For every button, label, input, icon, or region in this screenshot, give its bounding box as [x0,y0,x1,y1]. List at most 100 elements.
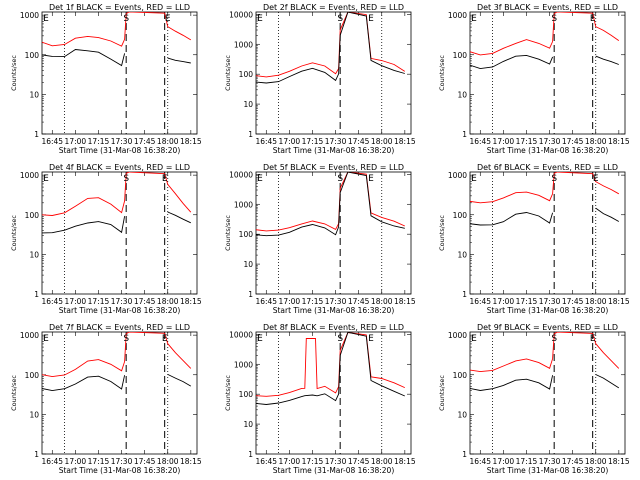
y-tick-label: 1 [34,290,39,299]
marker-label: S [337,334,343,344]
series-line-lld [470,12,620,56]
series-line-lld [42,332,192,378]
x-tick-label: 17:45 [562,297,584,306]
y-tick-label: 10 [457,410,467,419]
y-tick-label: 10000 [229,10,253,19]
x-tick-label: 17:00 [493,457,515,466]
series-line-events [470,54,619,70]
x-tick-label: 17:00 [65,137,87,146]
chart-title: Det 6f BLACK = Events, RED = LLD [477,163,618,172]
x-tick-label: 17:45 [134,457,156,466]
x-tick-label: 17:45 [348,137,370,146]
y-axis-label: Counts/sec [224,55,232,91]
series-line-lld [42,172,192,216]
x-tick-label: 18:15 [394,137,416,146]
x-tick-label: 18:00 [371,457,393,466]
plot-frame [469,171,626,295]
series-line-lld [256,12,406,78]
x-tick-label: 17:15 [302,137,324,146]
y-tick-label: 10000 [229,170,253,179]
series-line-events [42,373,192,392]
y-tick-label: 10 [243,260,253,269]
y-tick-label: 10 [457,90,467,99]
x-tick-label: 17:30 [111,457,133,466]
plot-frame [255,171,412,295]
x-tick-label: 17:15 [516,457,538,466]
marker-label: E [165,14,171,24]
y-tick-label: 1000 [448,171,467,180]
y-axis-label: Counts/sec [10,215,18,251]
x-tick-label: 18:00 [371,137,393,146]
y-axis-label: Counts/sec [10,375,18,411]
y-tick-label: 10 [243,420,253,429]
marker-label: E [368,334,374,344]
x-tick-label: 18:00 [585,297,607,306]
plot-frame [255,331,412,455]
x-tick-label: 18:15 [394,297,416,306]
series-line-lld [42,12,192,47]
y-tick-label: 1 [462,450,467,459]
marker-label: E [43,174,49,184]
marker-label: E [257,14,263,24]
marker-label: E [257,174,263,184]
marker-label: E [590,14,596,24]
chart-panel: Det 8f BLACK = Events, RED = LLD 1 10 100 10… [224,323,416,475]
x-tick-label: 17:30 [111,297,133,306]
series-line-lld [470,172,620,204]
x-tick-label: 18:15 [608,297,630,306]
y-axis-label: Counts/sec [224,375,232,411]
y-axis-label: Counts/sec [10,55,18,91]
x-axis-label: Start Time (31-Mar-08 16:38:20) [273,466,395,475]
marker-label: E [471,174,477,184]
chart-panel: Det 7f BLACK = Events, RED = LLD 1 10 100 10… [10,323,202,475]
x-tick-label: 17:15 [302,457,324,466]
y-tick-label: 100 [453,371,468,380]
plot-frame [469,331,626,455]
series-line-events [256,332,405,405]
x-tick-label: 17:45 [562,137,584,146]
x-tick-label: 18:15 [394,457,416,466]
y-tick-label: 100 [25,371,40,380]
y-axis-label: Counts/sec [224,215,232,251]
x-tick-label: 17:15 [88,297,110,306]
x-axis-label: Start Time (31-Mar-08 16:38:20) [273,306,395,315]
marker-label: S [123,14,129,24]
x-tick-label: 17:15 [516,137,538,146]
x-tick-label: 18:00 [157,137,179,146]
y-axis-label: Counts/sec [438,55,446,91]
series-line-lld [256,332,405,397]
x-axis-label: Start Time (31-Mar-08 16:38:20) [487,306,609,315]
chart-panel: Det 2f BLACK = Events, RED = LLD 1 10 100 10… [224,3,416,155]
plot-frame [41,11,198,135]
chart-title: Det 1f BLACK = Events, RED = LLD [49,3,190,12]
x-tick-label: 17:45 [348,457,370,466]
plot-frame [255,11,412,135]
marker-label: S [551,174,557,184]
x-tick-label: 17:15 [88,457,110,466]
x-tick-label: 17:30 [325,137,347,146]
marker-label: S [337,14,343,24]
chart-title: Det 3f BLACK = Events, RED = LLD [477,3,618,12]
x-tick-label: 17:00 [65,297,87,306]
x-axis-label: Start Time (31-Mar-08 16:38:20) [273,146,395,155]
marker-label: E [257,334,263,344]
x-tick-label: 18:15 [608,457,630,466]
x-tick-label: 16:45 [469,297,491,306]
x-tick-label: 17:30 [539,297,561,306]
marker-label: S [123,174,129,184]
marker-label: E [368,174,374,184]
series-line-events [470,374,620,391]
x-axis-label: Start Time (31-Mar-08 16:38:20) [59,466,181,475]
x-tick-label: 17:00 [279,137,301,146]
x-tick-label: 16:45 [469,457,491,466]
series-line-lld [470,332,620,373]
chart-panel: Det 3f BLACK = Events, RED = LLD 1 10 100 10… [438,3,630,155]
plot-frame [469,11,626,135]
series-line-events [42,211,191,234]
chart-panel: Det 6f BLACK = Events, RED = LLD 1 10 100 10… [438,163,630,315]
chart-title: Det 4f BLACK = Events, RED = LLD [49,163,190,172]
marker-label: E [593,174,599,184]
y-tick-label: 1 [34,450,39,459]
y-tick-label: 1000 [234,200,253,209]
x-tick-label: 17:30 [539,457,561,466]
